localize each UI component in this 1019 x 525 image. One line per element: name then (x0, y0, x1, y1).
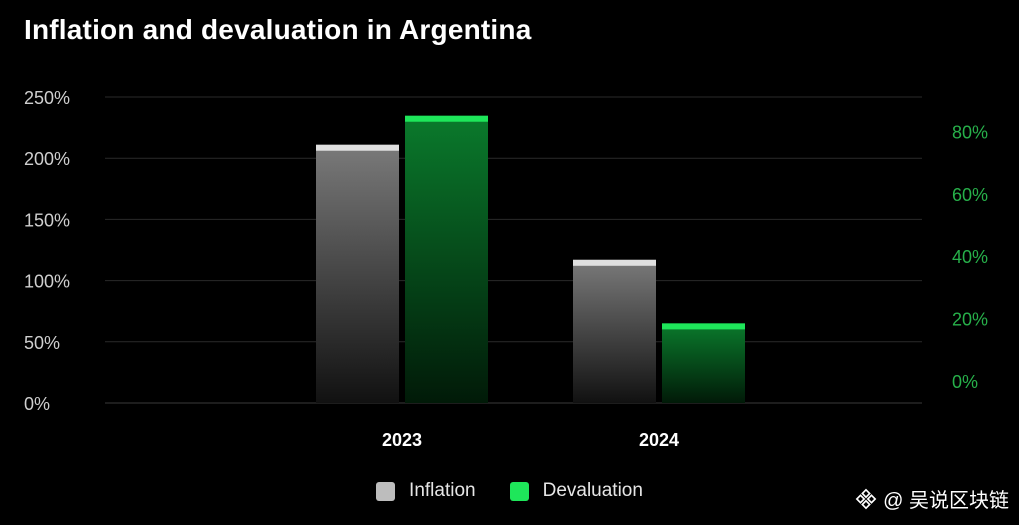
right-axis-tick-label: 0% (952, 372, 978, 392)
legend-swatch-devaluation (509, 481, 529, 501)
left-axis-tick-label: 50% (24, 333, 60, 353)
bar-cap-devaluation-2024 (662, 323, 745, 330)
chart-legend: Inflation Devaluation (0, 480, 1019, 502)
binance-diamond-icon (855, 488, 877, 509)
bar-cap-inflation-2024 (573, 259, 656, 266)
left-axis-tick-label: 150% (24, 210, 70, 230)
watermark: @ 吴说区块链 (855, 484, 1009, 513)
category-label: 2024 (639, 430, 679, 450)
chart-title: Inflation and devaluation in Argentina (24, 14, 532, 45)
legend-swatch-inflation (376, 481, 396, 501)
bar-devaluation-2023 (405, 115, 488, 404)
bar-cap-inflation-2023 (316, 144, 399, 151)
bar-inflation-2024 (573, 259, 656, 403)
right-axis-tick-label: 20% (952, 310, 988, 330)
right-axis-tick-label: 60% (952, 185, 988, 205)
left-axis-tick-label: 250% (24, 88, 70, 108)
legend-label-devaluation: Devaluation (542, 480, 643, 501)
bar-devaluation-2024 (662, 323, 745, 403)
legend-item-inflation: Inflation (376, 480, 476, 502)
right-axis-tick-label: 80% (952, 122, 988, 142)
legend-label-inflation: Inflation (409, 480, 476, 501)
watermark-text: @ 吴说区块链 (883, 490, 1009, 512)
bar-inflation-2023 (316, 144, 399, 403)
legend-item-devaluation: Devaluation (509, 480, 643, 502)
bar-cap-devaluation-2023 (405, 115, 488, 122)
category-label: 2023 (382, 430, 422, 450)
left-axis-tick-label: 100% (24, 272, 70, 292)
right-axis-tick-label: 40% (952, 247, 988, 267)
left-axis-tick-label: 200% (24, 149, 70, 169)
left-axis-tick-label: 0% (24, 394, 50, 414)
